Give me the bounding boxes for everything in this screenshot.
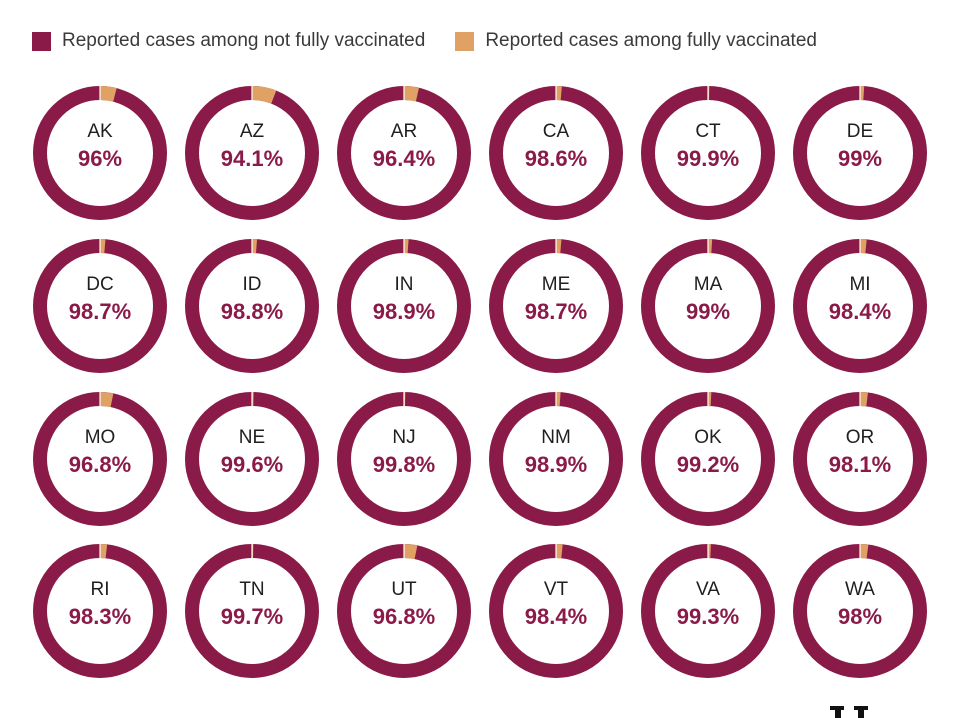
state-label-me: ME — [542, 274, 571, 295]
donut-in: IN 98.9% — [337, 238, 471, 373]
donut-ca: CA 98.6% — [489, 85, 623, 220]
percent-label-ca: 98.6% — [525, 146, 587, 171]
donut-ne: NE 99.6% — [185, 391, 319, 526]
state-label-dc: DC — [86, 274, 113, 295]
donut-mo: MO 96.8% — [33, 391, 167, 526]
legend-label-vaccinated: Reported cases among fully vaccinated — [485, 30, 817, 51]
percent-label-de: 99% — [838, 146, 882, 171]
state-label-ne: NE — [239, 427, 265, 448]
state-label-nm: NM — [541, 427, 571, 448]
percent-label-tn: 99.7% — [221, 604, 283, 629]
legend: Reported cases among not fully vaccinate… — [32, 27, 847, 55]
state-label-ar: AR — [391, 121, 417, 142]
donut-ct: CT 99.9% — [641, 85, 775, 220]
donut-me: ME 98.7% — [489, 238, 623, 373]
donut-ar: AR 96.4% — [337, 85, 471, 220]
percent-label-va: 99.3% — [677, 604, 739, 629]
state-label-tn: TN — [239, 579, 264, 600]
percent-label-ar: 96.4% — [373, 146, 435, 171]
state-label-ma: MA — [694, 274, 723, 295]
legend-label-not-vaccinated: Reported cases among not fully vaccinate… — [62, 30, 426, 51]
percent-label-ne: 99.6% — [221, 452, 283, 477]
percent-label-in: 98.9% — [373, 299, 435, 324]
donut-vt: VT 98.4% — [489, 543, 623, 678]
state-label-ut: UT — [391, 579, 417, 600]
percent-label-az: 94.1% — [221, 146, 283, 171]
donut-ut: UT 96.8% — [337, 543, 471, 678]
donut-az: AZ 94.1% — [185, 85, 319, 220]
donut-ri: RI 98.3% — [33, 543, 167, 678]
donut-de: DE 99% — [793, 85, 927, 220]
donut-tn: TN 99.7% — [185, 543, 319, 678]
state-label-ca: CA — [543, 121, 570, 142]
percent-label-ct: 99.9% — [677, 146, 739, 171]
percent-label-dc: 98.7% — [69, 299, 131, 324]
donut-nj: NJ 99.8% — [337, 391, 471, 526]
state-label-va: VA — [696, 579, 720, 600]
state-label-mi: MI — [849, 274, 870, 295]
donut-or: OR 98.1% — [793, 391, 927, 526]
legend-swatch-vaccinated — [455, 31, 475, 51]
percent-label-nj: 99.8% — [373, 452, 435, 477]
percent-label-ma: 99% — [686, 299, 730, 324]
percent-label-me: 98.7% — [525, 299, 587, 324]
legend-swatch-not-vaccinated — [32, 31, 51, 51]
percent-label-ri: 98.3% — [69, 604, 131, 629]
percent-label-or: 98.1% — [829, 452, 891, 477]
state-label-ak: AK — [87, 121, 113, 142]
percent-label-wa: 98% — [838, 604, 882, 629]
donut-id: ID 98.8% — [185, 238, 319, 373]
state-label-wa: WA — [845, 579, 875, 600]
state-label-az: AZ — [240, 121, 265, 142]
percent-label-mi: 98.4% — [829, 299, 891, 324]
donut-ok: OK 99.2% — [641, 391, 775, 526]
state-label-ri: RI — [91, 579, 110, 600]
donut-wa: WA 98% — [793, 543, 927, 678]
legend-item-vaccinated: Reported cases among fully vaccinated — [455, 30, 817, 52]
percent-label-ak: 96% — [78, 146, 122, 171]
percent-label-ut: 96.8% — [373, 604, 435, 629]
publisher-logo-mark — [830, 706, 868, 718]
state-label-ct: CT — [695, 121, 721, 142]
donut-nm: NM 98.9% — [489, 391, 623, 526]
percent-label-ok: 99.2% — [677, 452, 739, 477]
percent-label-id: 98.8% — [221, 299, 283, 324]
percent-label-nm: 98.9% — [525, 452, 587, 477]
legend-item-not-vaccinated: Reported cases among not fully vaccinate… — [32, 30, 425, 52]
state-label-id: ID — [243, 274, 262, 295]
donut-ak: AK 96% — [33, 85, 167, 220]
donut-dc: DC 98.7% — [33, 238, 167, 373]
state-label-nj: NJ — [392, 427, 415, 448]
donut-ma: MA 99% — [641, 238, 775, 373]
donut-va: VA 99.3% — [641, 543, 775, 678]
percent-label-vt: 98.4% — [525, 604, 587, 629]
state-label-de: DE — [847, 121, 873, 142]
state-label-in: IN — [395, 274, 414, 295]
percent-label-mo: 96.8% — [69, 452, 131, 477]
state-label-vt: VT — [544, 579, 569, 600]
state-label-or: OR — [846, 427, 875, 448]
state-label-mo: MO — [85, 427, 116, 448]
donut-mi: MI 98.4% — [793, 238, 927, 373]
state-label-ok: OK — [694, 427, 722, 448]
